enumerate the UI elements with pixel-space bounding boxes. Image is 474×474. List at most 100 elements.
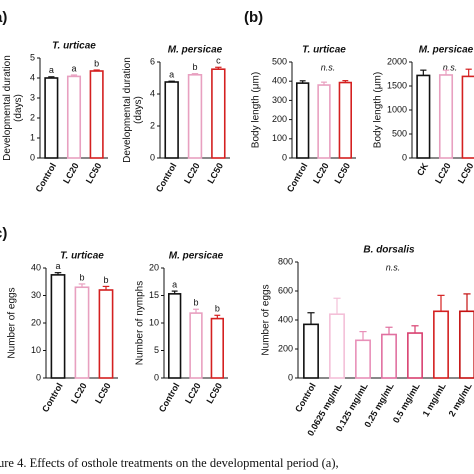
- x-tick-label: LC20: [433, 161, 453, 185]
- y-tick-label: 0: [36, 372, 41, 382]
- significance-letter: b: [94, 58, 99, 68]
- bar: [407, 332, 423, 379]
- significance-letter: a: [172, 279, 177, 289]
- x-tick-label: 2 mg/mL: [447, 381, 474, 418]
- x-tick-label: CK: [415, 161, 430, 178]
- y-tick-label: 800: [278, 256, 293, 266]
- y-axis-label: (days): [13, 94, 24, 122]
- y-tick-label: 200: [278, 343, 293, 353]
- bar: [338, 81, 353, 159]
- y-axis-label: Developmental duration: [122, 57, 133, 163]
- bar: [329, 313, 345, 379]
- significance-letter: a: [71, 63, 76, 73]
- bar: [210, 317, 224, 379]
- annotation: n.s.: [443, 62, 458, 72]
- bar: [461, 75, 474, 159]
- y-tick-label: 2: [30, 112, 35, 122]
- x-tick-label: LC50: [456, 161, 474, 185]
- annotation: n.s.: [386, 262, 401, 272]
- chart-title: M. persicae: [168, 45, 223, 56]
- panel-label: c): [0, 225, 7, 242]
- bar: [89, 70, 104, 159]
- significance-letter: b: [193, 298, 198, 308]
- y-tick-label: 10: [149, 317, 159, 327]
- y-tick-label: 1500: [387, 80, 407, 90]
- y-tick-label: 2000: [387, 56, 407, 66]
- y-tick-label: 30: [31, 290, 41, 300]
- bar: [317, 84, 331, 159]
- bar: [211, 68, 226, 159]
- y-tick-label: 40: [31, 262, 41, 272]
- significance-letter: b: [103, 275, 108, 285]
- y-tick-label: 5: [154, 345, 159, 355]
- y-tick-label: 5: [30, 52, 35, 62]
- x-tick-label: LC50: [204, 381, 224, 405]
- y-tick-label: 0: [154, 372, 159, 382]
- y-tick-label: 0: [288, 372, 293, 382]
- y-tick-label: 20: [149, 262, 159, 272]
- x-tick-label: LC50: [93, 381, 113, 405]
- chart-title: M. persicae: [169, 251, 224, 262]
- y-tick-label: 1: [30, 132, 35, 142]
- x-tick-label: LC20: [61, 161, 81, 185]
- x-tick-label: Control: [293, 381, 318, 414]
- y-tick-label: 3: [30, 92, 35, 102]
- panel-label: (b): [244, 9, 263, 26]
- y-tick-label: 500: [272, 56, 287, 66]
- bar: [381, 333, 397, 379]
- caption: ure 4. Effects of osthole treatments on …: [0, 456, 339, 470]
- significance-letter: b: [79, 272, 84, 282]
- x-tick-label: LC20: [183, 381, 203, 405]
- y-axis-label: Developmental duration: [2, 55, 13, 161]
- bar: [295, 82, 310, 159]
- annotation: n.s.: [321, 62, 336, 72]
- chart-title: T. urticae: [60, 251, 104, 262]
- bar: [303, 323, 319, 379]
- y-tick-label: 500: [392, 128, 407, 138]
- bar: [433, 310, 449, 379]
- y-tick-label: 200: [272, 114, 287, 124]
- significance-letter: b: [215, 304, 220, 314]
- y-tick-label: 4: [30, 72, 35, 82]
- x-tick-label: Control: [40, 381, 65, 414]
- significance-letter: b: [192, 62, 197, 72]
- y-axis-label: Body length (μm): [373, 72, 384, 148]
- chart-title: B. dorsalis: [363, 245, 415, 256]
- bar: [98, 289, 114, 379]
- panel-label: a): [0, 9, 7, 26]
- bar: [438, 74, 454, 159]
- significance-letter: a: [169, 70, 174, 80]
- y-tick-label: 20: [31, 317, 41, 327]
- x-tick-label: Control: [154, 161, 179, 194]
- y-tick-label: 10: [31, 345, 41, 355]
- y-tick-label: 300: [272, 95, 287, 105]
- bar: [189, 312, 203, 379]
- bar: [187, 74, 203, 159]
- y-axis-label: Body length (μm): [251, 72, 262, 148]
- chart-title: T. urticae: [52, 41, 96, 52]
- x-tick-label: LC50: [84, 161, 104, 185]
- y-tick-label: 0: [30, 152, 35, 162]
- bar: [164, 81, 179, 159]
- y-tick-label: 15: [149, 290, 159, 300]
- bar: [416, 74, 431, 159]
- y-tick-label: 100: [272, 133, 287, 143]
- chart-title: T. urticae: [302, 45, 346, 56]
- x-tick-label: LC20: [311, 161, 331, 185]
- x-tick-label: Control: [157, 381, 182, 414]
- significance-letter: c: [216, 56, 221, 66]
- bar: [74, 286, 90, 379]
- x-tick-label: 0.5 mg/mL: [391, 381, 422, 425]
- y-tick-label: 6: [150, 56, 155, 66]
- significance-letter: a: [55, 261, 60, 271]
- y-tick-label: 0: [402, 152, 407, 162]
- y-tick-label: 0: [282, 152, 287, 162]
- y-tick-label: 4: [150, 88, 155, 98]
- bar: [44, 77, 59, 159]
- bar: [66, 75, 82, 159]
- bar: [50, 274, 66, 379]
- y-tick-label: 0: [150, 152, 155, 162]
- y-axis-label: Number of nymphs: [135, 281, 146, 365]
- chart-title: M. persicae: [419, 45, 474, 56]
